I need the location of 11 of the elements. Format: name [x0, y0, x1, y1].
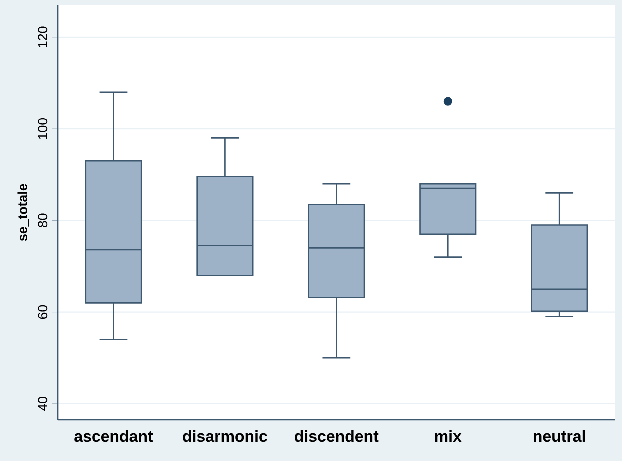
y-tick-label: 80 [38, 214, 48, 228]
x-tick-label: disarmonic [183, 430, 268, 442]
y-tick-label: 60 [38, 305, 48, 320]
x-tick-label: ascendant [74, 430, 154, 442]
x-tick-label: discendent [295, 430, 379, 442]
y-tick-label: 100 [38, 118, 48, 140]
y-tick-label: 120 [38, 26, 48, 48]
x-tick-label: neutral [534, 430, 586, 442]
y-tick-label: 40 [38, 397, 48, 412]
x-tick-label: mix [435, 430, 462, 442]
y-axis-title: se_totale [18, 184, 30, 242]
